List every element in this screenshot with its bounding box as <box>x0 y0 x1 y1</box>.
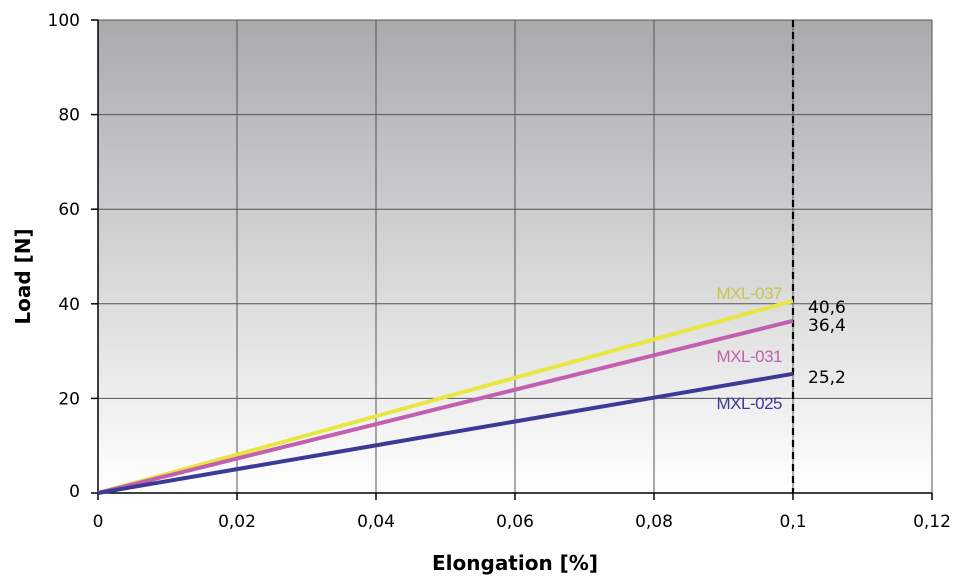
x-tick-label: 0,02 <box>218 512 256 532</box>
y-tick-label: 100 <box>48 11 80 31</box>
y-tick-labels: 0 20 40 60 80 100 <box>48 11 80 502</box>
series-end-value-label: 40,6 <box>808 298 846 318</box>
series-name-label: MXL-037 <box>717 284 783 303</box>
series-lines <box>97 299 794 495</box>
y-axis-title: Load [N] <box>11 228 35 324</box>
y-tick-label: 60 <box>58 200 80 220</box>
series-line-mxl-031 <box>97 318 794 495</box>
x-tick-label: 0,06 <box>496 512 534 532</box>
y-tick-label: 80 <box>58 106 80 126</box>
series-end-value-label: 36,4 <box>808 316 846 336</box>
x-tick-label: 0,12 <box>913 512 951 532</box>
series-name-label: MXL-031 <box>717 347 783 366</box>
x-tick-label: 0,04 <box>357 512 395 532</box>
x-axis-title: Elongation [%] <box>432 551 598 575</box>
y-tick-label: 40 <box>58 295 80 315</box>
y-tick-label: 20 <box>58 389 80 409</box>
series-line-mxl-025 <box>97 371 794 495</box>
series-name-label: MXL-025 <box>717 394 783 413</box>
series-end-value-label: 25,2 <box>808 368 846 388</box>
series-line-mxl-037 <box>97 299 794 495</box>
x-tick-label: 0,08 <box>635 512 673 532</box>
series-labels: MXL-037 40,6 MXL-031 36,4 MXL-025 25,2 <box>717 284 846 413</box>
x-tick-labels: 0 0,02 0,04 0,06 0,08 0,1 0,12 <box>93 512 951 532</box>
y-tick-label: 0 <box>69 482 80 502</box>
x-tick-label: 0 <box>93 512 104 532</box>
x-tick-label: 0,1 <box>779 512 806 532</box>
